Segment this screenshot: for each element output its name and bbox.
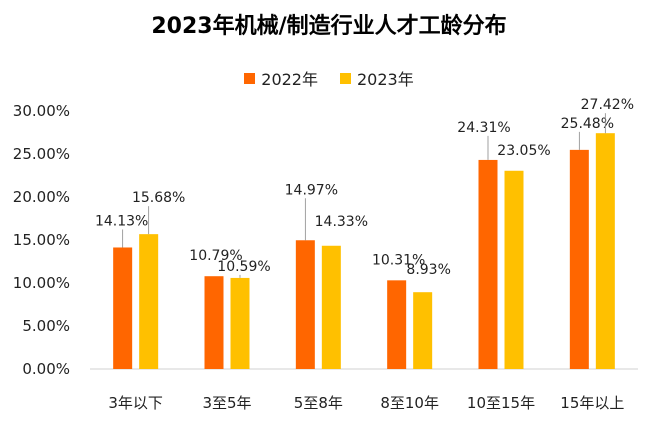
bar-2022 — [295, 240, 315, 369]
y-tick-label: 25.00% — [13, 145, 70, 163]
x-category-label: 10至15年 — [467, 394, 535, 412]
data-label: 14.33% — [315, 214, 368, 230]
bar-2023 — [230, 277, 250, 369]
bar-2022 — [569, 149, 589, 369]
legend-swatch-2023 — [340, 72, 351, 84]
legend: 2022年 2023年 — [0, 66, 658, 90]
y-tick-label: 15.00% — [13, 231, 70, 249]
x-category-label: 3年以下 — [108, 394, 163, 412]
data-label: 8.93% — [406, 262, 450, 278]
bar-2023 — [321, 245, 341, 369]
y-tick-label: 10.00% — [13, 274, 70, 292]
data-label: 27.42% — [581, 97, 634, 113]
chart-title: 2023年机械/制造行业人才工龄分布 — [151, 14, 507, 39]
y-tick-label: 0.00% — [22, 360, 70, 378]
legend-swatch-2022 — [244, 72, 256, 84]
legend-label-2022: 2022年 — [261, 70, 318, 89]
data-label: 10.79% — [189, 248, 242, 264]
data-label: 15.68% — [132, 190, 185, 206]
bar-2023 — [139, 234, 159, 369]
bar-2023 — [413, 292, 433, 369]
legend-label-2023: 2023年 — [357, 70, 414, 89]
data-label: 10.31% — [372, 252, 425, 268]
y-tick-label: 20.00% — [13, 188, 70, 206]
data-label: 24.31% — [457, 120, 510, 136]
x-category-label: 5至8年 — [294, 394, 343, 412]
x-category-label: 8至10年 — [380, 394, 439, 412]
data-label: 23.05% — [497, 143, 550, 159]
bar-2023 — [504, 170, 524, 369]
bar-2022 — [204, 276, 224, 369]
data-label: 14.13% — [95, 213, 148, 229]
x-category-label: 15年以上 — [560, 394, 624, 412]
data-label: 10.59% — [217, 259, 270, 275]
data-label: 25.48% — [561, 116, 614, 132]
bar-2022 — [387, 280, 407, 369]
legend-item-2023: 2023年 — [340, 66, 414, 90]
bar-2022 — [478, 159, 498, 369]
bar-2022 — [113, 247, 133, 369]
legend-item-2022: 2022年 — [244, 66, 318, 90]
bar-2023 — [595, 133, 615, 369]
x-category-label: 3至5年 — [202, 394, 251, 412]
y-tick-label: 5.00% — [22, 317, 70, 335]
y-tick-label: 30.00% — [13, 102, 70, 120]
data-label: 14.97% — [285, 182, 338, 198]
